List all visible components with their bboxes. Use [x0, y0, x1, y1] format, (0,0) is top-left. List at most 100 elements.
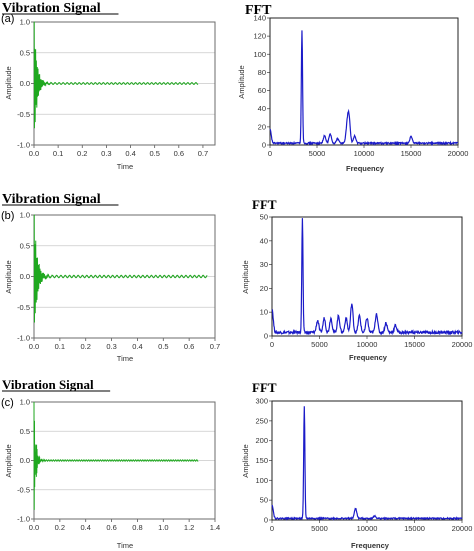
y-tick-label: 10: [260, 308, 268, 317]
y-tick-label: 20: [260, 284, 268, 293]
y-tick-label: 40: [260, 236, 268, 245]
chart-5: Vibration Signal (c) -1.0 -0.5 0.0 0.5 1.0 0.0 0…: [1, 377, 220, 550]
chart-title: FFT: [252, 197, 277, 212]
chart-6: FFT 0 50 100 150 200 250 300 0 5000 10000 15000 2000…: [241, 380, 472, 550]
y-tick-label: 100: [253, 50, 266, 59]
x-tick-label: 0.6: [174, 149, 184, 158]
chart-4: FFT 0 10 20 30 40 50 0 5000 10000 15000 20000 Freque…: [241, 197, 472, 362]
x-tick-label: 0.4: [125, 149, 135, 158]
x-tick-label: 0.8: [132, 523, 142, 532]
x-tick-label: 20000: [448, 149, 469, 158]
y-axis-label: Amplitude: [237, 65, 246, 98]
y-tick-label: -0.5: [17, 485, 30, 494]
x-tick-label: 0.2: [77, 149, 87, 158]
x-tick-label: 0.0: [29, 342, 39, 351]
x-tick-label: 5000: [311, 340, 328, 349]
plot-frame: [269, 17, 459, 146]
x-tick-label: 10000: [357, 340, 378, 349]
y-tick-label: 0: [264, 516, 268, 525]
plot-frame: [271, 400, 463, 521]
y-tick-label: 300: [255, 397, 268, 406]
panel-label: (b): [1, 210, 14, 222]
x-tick-label: 0.0: [29, 523, 39, 532]
x-tick-label: 0: [270, 524, 274, 533]
y-tick-label: 0: [264, 332, 268, 341]
x-tick-label: 0.1: [53, 149, 63, 158]
x-tick-label: 0.7: [210, 342, 220, 351]
x-axis-label: Frequency: [351, 541, 390, 550]
x-tick-label: 0.5: [149, 149, 159, 158]
x-tick-label: 5000: [311, 524, 328, 533]
x-tick-label: 0.3: [106, 342, 116, 351]
chart-1: Vibration Signal(a) -1.0 -0.5 0.0 0.5 1.0 0.0 0…: [1, 1, 216, 171]
y-tick-label: 250: [255, 416, 268, 425]
chart-3: Vibration Signal (b) -1.0 -0.5 0.0 0.5 1.0 0.0 0…: [1, 192, 220, 363]
x-tick-label: 1.0: [158, 523, 168, 532]
panel-label: (a): [1, 13, 14, 25]
y-tick-label: 40: [258, 104, 266, 113]
y-tick-label: 140: [253, 14, 266, 23]
y-tick-label: 0.5: [20, 48, 30, 57]
x-tick-label: 0.4: [80, 523, 90, 532]
chart-2: FFT 0 20 40 60 80 100 120 140 0 5000 10000 15000 2000…: [237, 3, 468, 173]
y-tick-label: 20: [258, 122, 266, 131]
x-axis-label: Time: [117, 541, 133, 550]
series-line: [269, 30, 459, 147]
y-tick-label: 150: [255, 456, 268, 465]
x-tick-label: 0.5: [158, 342, 168, 351]
series-line: [271, 218, 463, 336]
x-tick-label: 0.2: [55, 523, 65, 532]
x-tick-label: 0.6: [106, 523, 116, 532]
x-axis-label: Time: [117, 162, 133, 171]
x-tick-label: 15000: [404, 340, 425, 349]
y-tick-label: 0: [262, 141, 266, 150]
panel-label: (c): [1, 397, 14, 409]
x-tick-label: 20000: [452, 524, 473, 533]
series-line: [271, 406, 463, 521]
x-tick-label: 10000: [354, 149, 375, 158]
x-tick-label: 1.4: [210, 523, 220, 532]
y-axis-label: Amplitude: [4, 66, 13, 99]
y-tick-label: 100: [255, 476, 268, 485]
y-tick-label: 200: [255, 436, 268, 445]
x-tick-label: 0.6: [184, 342, 194, 351]
y-tick-label: -1.0: [17, 334, 30, 343]
x-tick-label: 10000: [357, 524, 378, 533]
x-tick-label: 0: [268, 149, 272, 158]
x-tick-label: 0.2: [80, 342, 90, 351]
y-axis-label: Amplitude: [4, 260, 13, 293]
series-line: [33, 401, 199, 510]
y-tick-label: 0.5: [20, 241, 30, 250]
y-tick-label: 50: [260, 496, 268, 505]
y-tick-label: 0.0: [20, 456, 30, 465]
y-tick-label: 50: [260, 213, 268, 222]
y-tick-label: 30: [260, 260, 268, 269]
x-axis-label: Frequency: [346, 164, 385, 173]
chart-title: Vibration Signal: [2, 192, 101, 207]
y-tick-label: 60: [258, 86, 266, 95]
y-tick-label: 80: [258, 68, 266, 77]
y-tick-label: -1.0: [17, 141, 30, 150]
x-tick-label: 0.7: [198, 149, 208, 158]
y-axis-label: Amplitude: [241, 260, 250, 293]
y-tick-label: 1.0: [20, 18, 30, 27]
x-tick-label: 15000: [404, 524, 425, 533]
chart-title: Vibration Signal: [2, 377, 94, 392]
plot-frame: [271, 216, 463, 337]
y-tick-label: -0.5: [17, 110, 30, 119]
x-tick-label: 5000: [309, 149, 326, 158]
x-axis-label: Frequency: [349, 353, 388, 362]
x-tick-label: 15000: [401, 149, 422, 158]
y-tick-label: -0.5: [17, 303, 30, 312]
x-tick-label: 0: [270, 340, 274, 349]
chart-title: FFT: [245, 3, 272, 18]
series-line: [33, 214, 208, 323]
y-tick-label: 0.5: [20, 427, 30, 436]
series-line: [33, 21, 199, 129]
y-tick-label: 0.0: [20, 272, 30, 281]
x-tick-label: 20000: [452, 340, 473, 349]
y-axis-label: Amplitude: [4, 444, 13, 477]
x-tick-label: 1.2: [184, 523, 194, 532]
x-tick-label: 0.3: [101, 149, 111, 158]
